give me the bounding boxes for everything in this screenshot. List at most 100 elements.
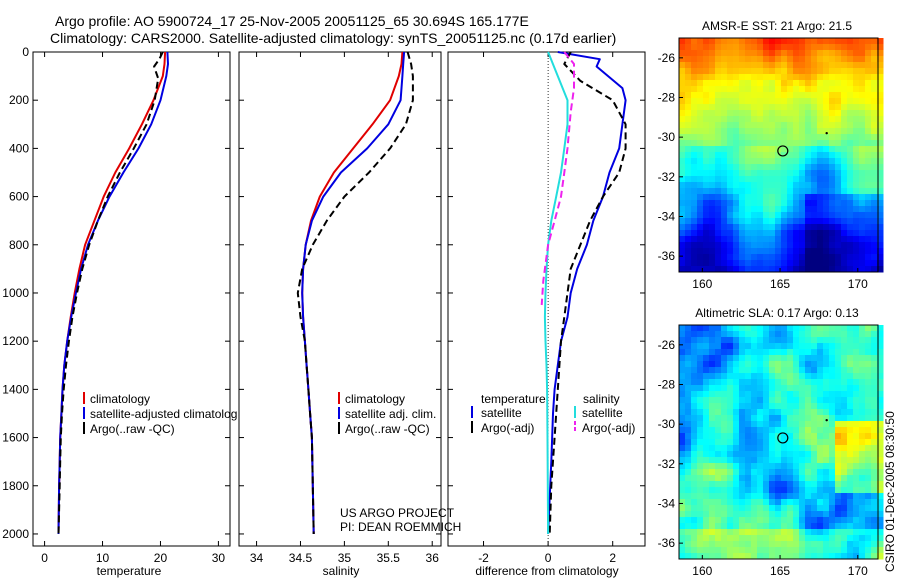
map-cell [793, 74, 800, 81]
map-cell [823, 535, 830, 542]
map-cell [823, 170, 830, 177]
map-cell [757, 469, 764, 476]
map-cell [865, 98, 872, 105]
map-cell [799, 236, 806, 243]
y-tick-label: -36 [658, 536, 676, 550]
map-cell [757, 331, 764, 338]
map-cell [841, 188, 848, 195]
map-cell [829, 523, 836, 530]
map-cell [823, 445, 830, 452]
map-cell [775, 230, 782, 237]
temperature-panel: 0 10 20 30020040060080010001200140016001800… [2, 45, 231, 565]
map-cell [811, 164, 818, 171]
map-cell [709, 212, 716, 219]
map-cell [679, 248, 686, 255]
map-cell [829, 373, 836, 380]
map-cell [817, 50, 824, 57]
map-cell [733, 38, 740, 45]
map-cell [679, 56, 686, 63]
map-cell [697, 391, 704, 398]
map-cell [841, 182, 848, 189]
map-cell [697, 355, 704, 362]
map-cell [787, 92, 794, 99]
map-cell [871, 248, 878, 255]
map-cell [709, 529, 716, 536]
map-cell [877, 403, 884, 410]
map-cell [751, 361, 758, 368]
map-cell [757, 427, 764, 434]
map-cell [739, 391, 746, 398]
map-cell [775, 176, 782, 183]
map-cell [853, 242, 860, 249]
map-cell [745, 325, 752, 332]
map-cell [679, 170, 686, 177]
map-cell [793, 547, 800, 554]
map-cell [805, 224, 812, 231]
map-cell [859, 439, 866, 446]
map-cell [691, 493, 698, 500]
map-cell [679, 451, 686, 458]
map-cell [685, 266, 692, 273]
map-cell [745, 373, 752, 380]
map-cell [715, 80, 722, 87]
map-cell [715, 140, 722, 147]
map-cell [853, 146, 860, 153]
legend-item-label: Argo(..raw -QC) [345, 422, 430, 436]
map-cell [679, 529, 686, 536]
map-cell [781, 122, 788, 129]
map-cell [823, 68, 830, 75]
map-cell [763, 475, 770, 482]
map-cell [679, 116, 686, 123]
map-cell [793, 104, 800, 111]
map-cell [697, 260, 704, 267]
map-cell [727, 463, 734, 470]
map-cell [877, 122, 884, 129]
map-cell [787, 242, 794, 249]
map-cell [745, 337, 752, 344]
map-cell [823, 122, 830, 129]
map-cell [841, 427, 848, 434]
plot-frame [238, 51, 442, 547]
map-cell [853, 409, 860, 416]
map-cell [811, 361, 818, 368]
map-cell [829, 254, 836, 261]
map-cell [703, 140, 710, 147]
map-cell [829, 385, 836, 392]
map-cell [793, 206, 800, 213]
map-cell [847, 529, 854, 536]
map-cell [811, 50, 818, 57]
map-cell [703, 463, 710, 470]
map-cell [877, 499, 884, 506]
map-cell [727, 469, 734, 476]
legend-item-label: Argo(..raw -QC) [90, 422, 175, 436]
map-cell [787, 68, 794, 75]
map-cell [763, 469, 770, 476]
map-cell [871, 337, 878, 344]
map-cell [841, 86, 848, 93]
map-cell [745, 62, 752, 69]
map-cell [697, 463, 704, 470]
map-cell [847, 439, 854, 446]
map-cell [727, 385, 734, 392]
map-cell [751, 74, 758, 81]
difference-xlabel: difference from climatology [475, 564, 618, 578]
map-cell [769, 224, 776, 231]
map-cell [847, 152, 854, 159]
map-cell [697, 164, 704, 171]
map-cell [847, 361, 854, 368]
map-cell [859, 188, 866, 195]
map-cell [787, 463, 794, 470]
map-cell [805, 170, 812, 177]
map-cell [745, 194, 752, 201]
map-cell [817, 86, 824, 93]
map-cell [757, 403, 764, 410]
map-cell [745, 38, 752, 45]
map-cell [703, 212, 710, 219]
map-cell [835, 367, 842, 374]
map-cell [745, 182, 752, 189]
map-cell [763, 62, 770, 69]
map-cell [799, 116, 806, 123]
map-cell [835, 158, 842, 165]
map-cell [835, 361, 842, 368]
map-cell [679, 511, 686, 518]
